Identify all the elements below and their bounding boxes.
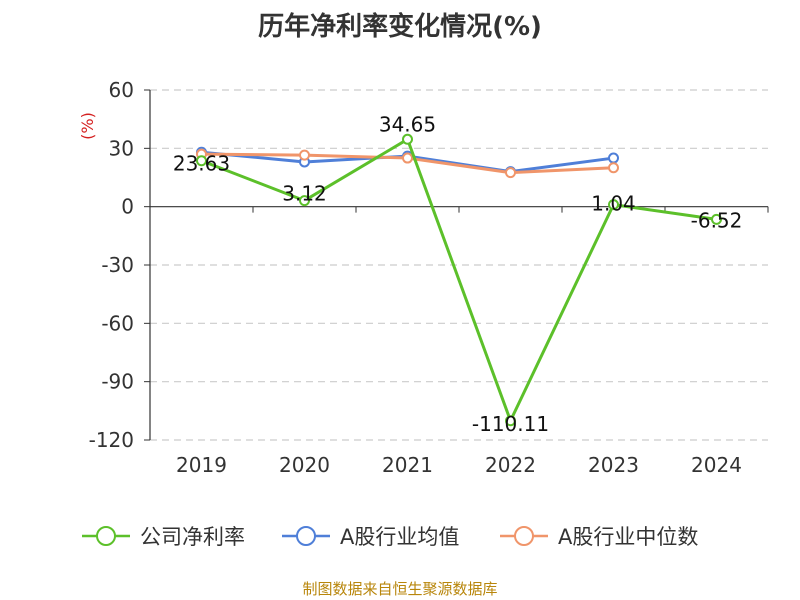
legend: 公司净利率 A股行业均值 A股行业中位数 <box>82 525 698 549</box>
x-tick-label: 2024 <box>691 453 742 477</box>
y-tick-label: -90 <box>101 370 134 394</box>
data-label: -6.52 <box>691 208 743 232</box>
data-label: 34.65 <box>379 112 436 136</box>
legend-swatch-marker <box>514 526 534 546</box>
x-tick-label: 2022 <box>485 453 536 477</box>
legend-swatch-marker <box>96 526 116 546</box>
series-line <box>200 137 717 423</box>
data-label: 23.63 <box>173 152 230 176</box>
data-point <box>608 199 619 211</box>
data-point <box>299 195 310 207</box>
y-axis-unit-label: (%) <box>78 112 97 140</box>
x-tick-label: 2021 <box>382 453 433 477</box>
y-tick-label: -30 <box>101 253 134 277</box>
legend-label: A股行业中位数 <box>558 525 698 549</box>
grid-lines <box>150 89 768 441</box>
data-point <box>402 152 413 164</box>
y-tick-label: 0 <box>121 195 134 219</box>
data-point <box>608 152 619 164</box>
data-label: 3.12 <box>282 182 327 206</box>
x-tick-label: 2020 <box>279 453 330 477</box>
legend-swatch-marker <box>296 526 316 546</box>
data-point <box>402 133 413 145</box>
data-label: 1.04 <box>591 192 636 216</box>
y-tick-label: 30 <box>109 136 134 160</box>
data-point <box>608 162 619 174</box>
y-tick-label: -60 <box>101 311 134 335</box>
source-note: 制图数据来自恒生聚源数据库 <box>302 580 498 598</box>
legend-label: A股行业均值 <box>340 525 459 549</box>
x-tick-label: 2023 <box>588 453 639 477</box>
y-tick-label: 60 <box>109 78 134 102</box>
data-point <box>299 149 310 161</box>
series-lines <box>196 133 722 427</box>
data-point <box>711 213 722 225</box>
data-point <box>505 415 516 427</box>
data-label: -110.11 <box>472 412 549 436</box>
chart-title: 历年净利率变化情况(%) <box>258 12 542 42</box>
data-point <box>196 155 207 167</box>
x-tick-label: 2019 <box>176 453 227 477</box>
y-tick-label: -120 <box>89 428 134 452</box>
data-point <box>505 167 516 179</box>
legend-label: 公司净利率 <box>140 525 245 549</box>
axes: 60 30 0 -30 -60 -90 -120 2019 2020 2021 2022 2023 20… <box>89 78 769 477</box>
data-labels: 23.63 3.12 34.65 -110.11 1.04 -6.52 <box>173 112 743 435</box>
